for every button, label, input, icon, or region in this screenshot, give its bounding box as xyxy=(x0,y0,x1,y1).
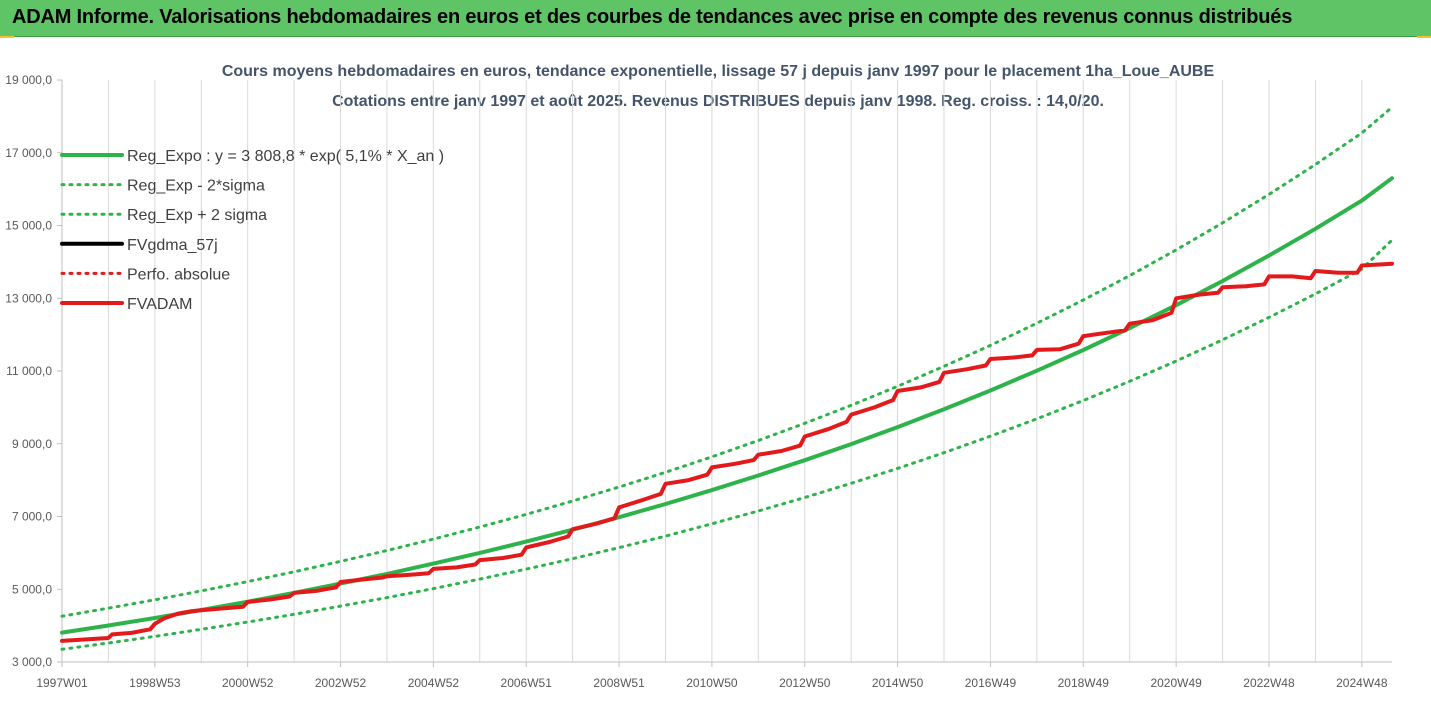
y-tick-label: 13 000,0 xyxy=(5,291,52,305)
chart-title: Cours moyens hebdomadaires en euros, ten… xyxy=(222,63,1215,80)
banner: ADAM Informe. Valorisations hebdomadaire… xyxy=(0,0,1431,37)
legend-label: Reg_Exp + 2 sigma xyxy=(127,207,267,224)
series-line-1 xyxy=(60,238,1394,651)
series-line-5 xyxy=(60,261,1394,643)
axes: 3 000,0 5 000,0 7 000,0 9 000,0 11 000,0 13 0… xyxy=(5,73,1392,690)
series-group xyxy=(60,105,1394,651)
y-tick-label: 7 000,0 xyxy=(12,510,52,524)
legend-label: Reg_Exp - 2*sigma xyxy=(127,178,265,195)
x-tick-label: 2000W52 xyxy=(222,676,274,690)
y-tick-label: 19 000,0 xyxy=(5,73,52,87)
x-tick-label: 2004W52 xyxy=(408,676,460,690)
x-tick-label: 2016W49 xyxy=(965,676,1017,690)
x-tick-label: 2008W51 xyxy=(593,676,645,690)
x-tick-label: 1998W53 xyxy=(129,676,181,690)
x-tick-label: 2024W48 xyxy=(1336,676,1388,690)
x-tick-label: 2002W52 xyxy=(315,676,367,690)
y-tick-label: 17 000,0 xyxy=(5,146,52,160)
x-tick-label: 2022W48 xyxy=(1243,676,1295,690)
legend-label: Reg_Expo : y = 3 808,8 * exp( 5,1% * X_a… xyxy=(127,148,444,165)
y-tick-label: 9 000,0 xyxy=(12,437,52,451)
banner-title: ADAM Informe. Valorisations hebdomadaire… xyxy=(12,6,1293,28)
y-tick-label: 3 000,0 xyxy=(12,655,52,669)
y-tick-label: 11 000,0 xyxy=(6,364,52,378)
y-tick-label: 15 000,0 xyxy=(5,219,52,233)
x-tick-label: 2010W50 xyxy=(686,676,738,690)
series-line-0 xyxy=(60,176,1394,635)
y-tick-label: 5 000,0 xyxy=(12,582,52,596)
chart-area: Cours moyens hebdomadaires en euros, ten… xyxy=(0,38,1431,718)
chart-background xyxy=(0,38,1431,718)
x-tick-label: 2012W50 xyxy=(779,676,831,690)
legend-label: Perfo. absolue xyxy=(127,266,230,283)
chart-subtitle: Cotations entre janv 1997 et août 2025. … xyxy=(332,93,1104,110)
legend: Reg_Expo : y = 3 808,8 * exp( 5,1% * X_a… xyxy=(60,148,444,313)
x-tick-label: 2018W49 xyxy=(1058,676,1110,690)
x-tick-label: 2014W50 xyxy=(872,676,924,690)
x-tick-label: 2020W49 xyxy=(1150,676,1202,690)
legend-label: FVgdma_57j xyxy=(127,237,218,254)
x-tick-label: 2006W51 xyxy=(501,676,553,690)
grid xyxy=(107,80,1363,662)
chart: Cours moyens hebdomadaires en euros, ten… xyxy=(0,38,1431,718)
x-tick-label: 1997W01 xyxy=(36,676,88,690)
legend-label: FVADAM xyxy=(127,296,192,313)
